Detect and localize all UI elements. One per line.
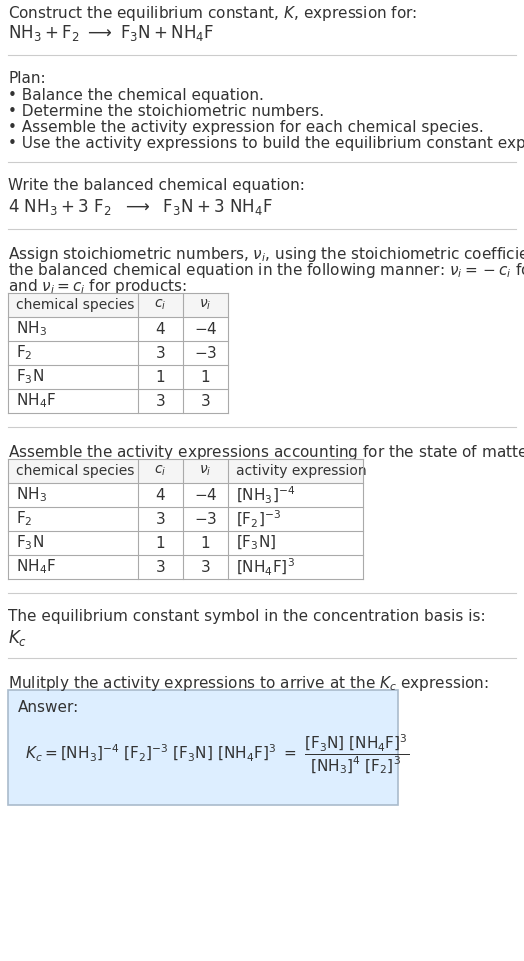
Text: $\mathrm{NH_4F}$: $\mathrm{NH_4F}$ bbox=[16, 557, 56, 577]
Text: chemical species: chemical species bbox=[16, 298, 134, 312]
Text: 1: 1 bbox=[156, 535, 165, 551]
Text: The equilibrium constant symbol in the concentration basis is:: The equilibrium constant symbol in the c… bbox=[8, 609, 486, 624]
Text: the balanced chemical equation in the following manner: $\nu_i = -c_i$ for react: the balanced chemical equation in the fo… bbox=[8, 261, 524, 280]
Text: $\mathrm{NH_3}$: $\mathrm{NH_3}$ bbox=[16, 485, 47, 505]
Text: $\mathrm{F_3N}$: $\mathrm{F_3N}$ bbox=[16, 368, 44, 386]
Text: $c_i$: $c_i$ bbox=[155, 464, 167, 479]
Text: Plan:: Plan: bbox=[8, 71, 46, 86]
Text: $\mathrm{4\ NH_3 + 3\ F_2\ \ \longrightarrow\ \ F_3N + 3\ NH_4F}$: $\mathrm{4\ NH_3 + 3\ F_2\ \ \longrighta… bbox=[8, 197, 273, 217]
Text: 1: 1 bbox=[201, 369, 210, 384]
FancyBboxPatch shape bbox=[8, 690, 398, 805]
Text: $[\mathrm{NH_4F}]^3$: $[\mathrm{NH_4F}]^3$ bbox=[236, 556, 295, 578]
Text: 3: 3 bbox=[156, 393, 166, 408]
Text: and $\nu_i = c_i$ for products:: and $\nu_i = c_i$ for products: bbox=[8, 277, 187, 296]
Text: Answer:: Answer: bbox=[18, 700, 79, 715]
Text: 1: 1 bbox=[201, 535, 210, 551]
Text: $c_i$: $c_i$ bbox=[155, 298, 167, 312]
Text: • Assemble the activity expression for each chemical species.: • Assemble the activity expression for e… bbox=[8, 120, 484, 135]
Text: $-3$: $-3$ bbox=[194, 345, 217, 361]
Text: $[\mathrm{F_3N}]$: $[\mathrm{F_3N}]$ bbox=[236, 533, 276, 553]
Text: 4: 4 bbox=[156, 322, 165, 336]
Bar bbox=[8, 293, 228, 413]
Text: • Balance the chemical equation.: • Balance the chemical equation. bbox=[8, 88, 264, 103]
Text: Write the balanced chemical equation:: Write the balanced chemical equation: bbox=[8, 178, 305, 193]
Text: $\mathrm{F_3N}$: $\mathrm{F_3N}$ bbox=[16, 533, 44, 553]
Text: 4: 4 bbox=[156, 487, 165, 503]
Text: Assign stoichiometric numbers, $\nu_i$, using the stoichiometric coefficients, $: Assign stoichiometric numbers, $\nu_i$, … bbox=[8, 245, 524, 264]
Text: $[\mathrm{NH_3}]^{-4}$: $[\mathrm{NH_3}]^{-4}$ bbox=[236, 484, 296, 505]
Text: $-4$: $-4$ bbox=[194, 321, 217, 337]
Text: 3: 3 bbox=[156, 559, 166, 575]
Text: Mulitply the activity expressions to arrive at the $K_c$ expression:: Mulitply the activity expressions to arr… bbox=[8, 674, 489, 693]
Text: 3: 3 bbox=[156, 511, 166, 527]
Text: 3: 3 bbox=[201, 559, 210, 575]
Text: $-3$: $-3$ bbox=[194, 511, 217, 527]
Text: $\mathrm{NH_3 + F_2\ \longrightarrow\ F_3N + NH_4F}$: $\mathrm{NH_3 + F_2\ \longrightarrow\ F_… bbox=[8, 23, 214, 43]
Text: chemical species: chemical species bbox=[16, 464, 134, 478]
Text: $-4$: $-4$ bbox=[194, 487, 217, 503]
Text: $K_c$: $K_c$ bbox=[8, 628, 27, 648]
Text: • Determine the stoichiometric numbers.: • Determine the stoichiometric numbers. bbox=[8, 104, 324, 119]
Text: $\mathrm{F_2}$: $\mathrm{F_2}$ bbox=[16, 509, 32, 529]
Bar bbox=[8, 459, 363, 483]
Text: 3: 3 bbox=[156, 346, 166, 360]
Text: $\nu_i$: $\nu_i$ bbox=[199, 298, 212, 312]
Text: $[\mathrm{F_2}]^{-3}$: $[\mathrm{F_2}]^{-3}$ bbox=[236, 508, 281, 530]
Text: $\mathrm{NH_4F}$: $\mathrm{NH_4F}$ bbox=[16, 392, 56, 410]
Text: $\mathrm{F_2}$: $\mathrm{F_2}$ bbox=[16, 344, 32, 362]
Text: Construct the equilibrium constant, $K$, expression for:: Construct the equilibrium constant, $K$,… bbox=[8, 4, 417, 23]
Bar bbox=[8, 293, 228, 317]
Text: $\mathrm{NH_3}$: $\mathrm{NH_3}$ bbox=[16, 320, 47, 338]
Text: $K_c = [\mathrm{NH_3}]^{-4}\ [\mathrm{F_2}]^{-3}\ [\mathrm{F_3N}]\ [\mathrm{NH_4: $K_c = [\mathrm{NH_3}]^{-4}\ [\mathrm{F_… bbox=[25, 732, 409, 776]
Text: 1: 1 bbox=[156, 369, 165, 384]
Bar bbox=[8, 459, 363, 579]
Text: $\nu_i$: $\nu_i$ bbox=[199, 464, 212, 479]
Text: activity expression: activity expression bbox=[236, 464, 367, 478]
Text: Assemble the activity expressions accounting for the state of matter and $\nu_i$: Assemble the activity expressions accoun… bbox=[8, 443, 524, 462]
Text: 3: 3 bbox=[201, 393, 210, 408]
Text: • Use the activity expressions to build the equilibrium constant expression.: • Use the activity expressions to build … bbox=[8, 136, 524, 151]
